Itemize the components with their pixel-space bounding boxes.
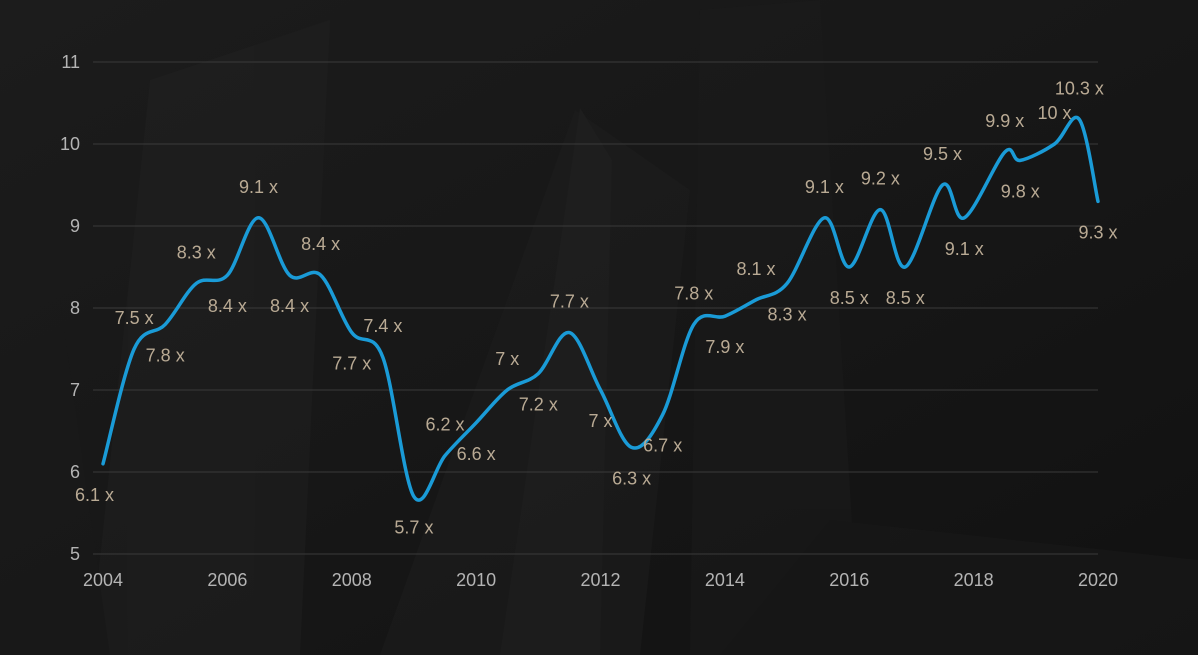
- data-label: 7.7 x: [550, 292, 589, 312]
- data-label: 7 x: [495, 349, 519, 369]
- data-label: 8.3 x: [177, 242, 216, 262]
- x-tick-label: 2008: [332, 570, 372, 590]
- x-tick-label: 2010: [456, 570, 496, 590]
- y-axis: 5 6 7 8 9 10 11: [60, 52, 80, 564]
- x-tick-label: 2016: [829, 570, 869, 590]
- data-label: 8.1 x: [736, 259, 775, 279]
- data-label: 9.8 x: [1001, 181, 1040, 201]
- data-label: 8.4 x: [270, 296, 309, 316]
- x-tick-label: 2018: [954, 570, 994, 590]
- data-label: 7.2 x: [519, 395, 558, 415]
- data-label: 9.5 x: [923, 144, 962, 164]
- data-label: 10.3 x: [1055, 78, 1104, 98]
- data-label: 8.5 x: [886, 288, 925, 308]
- x-tick-label: 2020: [1078, 570, 1118, 590]
- y-tick-label: 5: [70, 544, 80, 564]
- data-label: 7 x: [588, 411, 612, 431]
- data-label: 6.7 x: [643, 436, 682, 456]
- data-label: 7.8 x: [146, 345, 185, 365]
- x-tick-label: 2012: [580, 570, 620, 590]
- data-label: 8.4 x: [301, 234, 340, 254]
- data-label: 8.4 x: [208, 296, 247, 316]
- data-label: 10 x: [1037, 103, 1071, 123]
- x-axis: 2004 2006 2008 2010 2012 2014 2016 2018 2020: [83, 570, 1118, 590]
- data-label: 6.1 x: [75, 485, 114, 505]
- y-tick-label: 9: [70, 216, 80, 236]
- y-tick-label: 6: [70, 462, 80, 482]
- data-label: 6.6 x: [457, 444, 496, 464]
- data-label: 9.3 x: [1078, 222, 1117, 242]
- data-label: 9.1 x: [945, 239, 984, 259]
- data-label: 7.4 x: [363, 316, 402, 336]
- x-tick-label: 2006: [207, 570, 247, 590]
- data-label: 9.1 x: [239, 177, 278, 197]
- data-label: 6.3 x: [612, 468, 651, 488]
- data-label: 9.1 x: [805, 177, 844, 197]
- data-label: 7.7 x: [332, 354, 371, 374]
- y-tick-label: 11: [61, 52, 80, 72]
- x-tick-label: 2014: [705, 570, 745, 590]
- y-tick-label: 10: [60, 134, 80, 154]
- series-line: [101, 115, 1100, 502]
- y-tick-label: 8: [70, 298, 80, 318]
- data-label: 5.7 x: [394, 518, 433, 538]
- gridlines: [93, 61, 1098, 555]
- data-label: 7.8 x: [674, 283, 713, 303]
- data-labels: 6.1 x 7.5 x 7.8 x 8.3 x 8.4 x 9.1 x 8.4 x 8.4 x…: [75, 78, 1118, 537]
- y-tick-label: 7: [70, 380, 80, 400]
- data-label: 7.5 x: [115, 308, 154, 328]
- x-tick-label: 2004: [83, 570, 123, 590]
- data-label: 8.5 x: [830, 288, 869, 308]
- data-label: 9.2 x: [861, 169, 900, 189]
- data-label: 8.3 x: [768, 304, 807, 324]
- data-label: 7.9 x: [705, 337, 744, 357]
- data-label: 9.9 x: [985, 111, 1024, 131]
- data-label: 6.2 x: [426, 415, 465, 435]
